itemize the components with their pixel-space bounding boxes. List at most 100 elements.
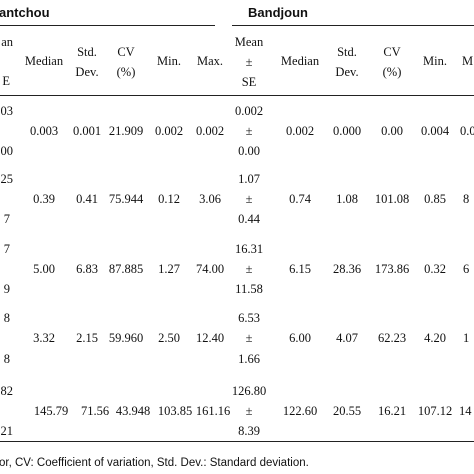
header-mean-top-right: Mean bbox=[234, 35, 264, 49]
cell-mean-top-right: 126.80 bbox=[231, 384, 267, 398]
cell-cv-right: 0.00 bbox=[381, 124, 403, 138]
header-mean-mid-right: ± bbox=[245, 55, 253, 69]
cell-mean-top-right: 16.31 bbox=[234, 242, 264, 256]
cell-std-left: 0.41 bbox=[76, 192, 98, 206]
cell-mean-bottom-right: 1.66 bbox=[238, 352, 260, 366]
group-rule-right bbox=[232, 25, 474, 26]
cell-median-right: 122.60 bbox=[282, 404, 318, 418]
cell-min-left: 1.27 bbox=[158, 262, 180, 276]
cell-mean-bottom-right: 11.58 bbox=[235, 282, 263, 296]
cell-mean-top-right: 6.53 bbox=[238, 311, 260, 325]
cell-median-left: 0.003 bbox=[29, 124, 59, 138]
cell-mean-mid-right: ± bbox=[245, 124, 253, 138]
cell-std-left: 0.001 bbox=[72, 124, 102, 138]
cell-mean-mid-right: ± bbox=[245, 192, 253, 206]
cell-std-right: 20.55 bbox=[332, 404, 362, 418]
cell-std-right: 28.36 bbox=[332, 262, 362, 276]
header-cv-top-left: CV bbox=[117, 45, 135, 59]
cell-median-left: 0.39 bbox=[33, 192, 55, 206]
cell-mean-mid-right: ± bbox=[245, 262, 253, 276]
header-std-bottom-left: Dev. bbox=[75, 65, 99, 79]
cell-mean-top-right: 0.002 bbox=[234, 104, 264, 118]
cell-min-right: 107.12 bbox=[417, 404, 453, 418]
cell-max-left: 74.00 bbox=[195, 262, 225, 276]
cell-mean-top-left: 25 bbox=[0, 172, 14, 186]
cell-median-right: 0.74 bbox=[289, 192, 311, 206]
cell-max-right: 8 bbox=[463, 192, 470, 206]
header-std-bottom-right: Dev. bbox=[335, 65, 359, 79]
cell-max-left: 12.40 bbox=[195, 331, 225, 345]
cell-min-left: 0.12 bbox=[158, 192, 180, 206]
cell-max-left: 0.002 bbox=[195, 124, 225, 138]
cell-mean-bottom-left: 8 bbox=[3, 352, 10, 366]
cell-median-left: 5.00 bbox=[33, 262, 55, 276]
cell-median-left: 3.32 bbox=[33, 331, 55, 345]
cell-min-left: 0.002 bbox=[154, 124, 184, 138]
header-mean-bottom-right: SE bbox=[241, 75, 257, 89]
cell-max-right: 0.0 bbox=[460, 124, 474, 138]
cell-mean-bottom-left: 7 bbox=[3, 212, 10, 226]
cell-cv-left: 43.948 bbox=[115, 404, 151, 418]
cell-min-right: 0.32 bbox=[424, 262, 446, 276]
cell-std-right: 4.07 bbox=[336, 331, 358, 345]
header-std-top-right: Std. bbox=[337, 45, 357, 59]
cell-mean-bottom-left: 21 bbox=[0, 424, 14, 438]
cell-cv-right: 173.86 bbox=[374, 262, 410, 276]
cell-max-left: 3.06 bbox=[199, 192, 221, 206]
cell-cv-left: 75.944 bbox=[108, 192, 144, 206]
cell-mean-bottom-right: 0.00 bbox=[238, 144, 260, 158]
header-std-top-left: Std. bbox=[77, 45, 97, 59]
cell-min-right: 0.85 bbox=[424, 192, 446, 206]
group-heading-left: antchou bbox=[0, 5, 50, 20]
cell-cv-right: 62.23 bbox=[377, 331, 407, 345]
cell-std-right: 1.08 bbox=[336, 192, 358, 206]
header-median-right: Median bbox=[280, 54, 320, 68]
cell-mean-mid-right: ± bbox=[245, 404, 253, 418]
cell-mean-bottom-left: 00 bbox=[0, 144, 14, 158]
cell-std-right: 0.000 bbox=[332, 124, 362, 138]
cell-max-right: 6 bbox=[463, 262, 470, 276]
cell-min-left: 103.85 bbox=[157, 404, 193, 418]
header-cv-top-right: CV bbox=[383, 45, 401, 59]
cell-std-left: 71.56 bbox=[80, 404, 110, 418]
cell-mean-mid-right: ± bbox=[245, 331, 253, 345]
cell-mean-top-right: 1.07 bbox=[238, 172, 260, 186]
header-mean-bottom-left: E bbox=[2, 74, 10, 88]
header-cv-bottom-right: (%) bbox=[382, 65, 402, 79]
cell-max-left: 161.16 bbox=[195, 404, 231, 418]
header-rule bbox=[0, 95, 474, 96]
cell-min-right: 0.004 bbox=[420, 124, 450, 138]
cell-mean-top-left: 82 bbox=[0, 384, 14, 398]
cell-cv-left: 59.960 bbox=[108, 331, 144, 345]
header-min-left: Min. bbox=[157, 54, 181, 68]
cell-mean-top-left: 8 bbox=[3, 311, 10, 325]
cell-median-right: 0.002 bbox=[285, 124, 315, 138]
cell-median-left: 145.79 bbox=[33, 404, 69, 418]
cell-cv-right: 16.21 bbox=[377, 404, 407, 418]
cell-min-left: 2.50 bbox=[158, 331, 180, 345]
cell-cv-left: 87.885 bbox=[108, 262, 144, 276]
header-cv-bottom-left: (%) bbox=[116, 65, 136, 79]
group-rule-left bbox=[0, 25, 215, 26]
cell-mean-bottom-right: 8.39 bbox=[238, 424, 260, 438]
cell-max-right: 1 bbox=[463, 331, 470, 345]
cell-min-right: 4.20 bbox=[424, 331, 446, 345]
group-heading-bandjoun: Bandjoun bbox=[248, 5, 308, 20]
header-max-right: M bbox=[462, 54, 474, 68]
header-max-left: Max. bbox=[196, 54, 224, 68]
header-mean-top-left: an bbox=[1, 35, 13, 49]
cell-cv-right: 101.08 bbox=[374, 192, 410, 206]
cell-mean-top-left: 7 bbox=[3, 242, 10, 256]
cell-cv-left: 21.909 bbox=[108, 124, 144, 138]
cell-mean-bottom-left: 9 bbox=[3, 282, 10, 296]
cell-mean-top-left: 03 bbox=[0, 104, 14, 118]
cell-median-right: 6.15 bbox=[289, 262, 311, 276]
cell-max-right: 14 bbox=[459, 404, 472, 418]
cell-std-left: 2.15 bbox=[76, 331, 98, 345]
table-footnote: or, CV: Coefficient of variation, Std. D… bbox=[0, 457, 309, 469]
cell-std-left: 6.83 bbox=[76, 262, 98, 276]
header-median-left: Median bbox=[24, 54, 64, 68]
bottom-rule bbox=[0, 441, 474, 442]
cell-mean-bottom-right: 0.44 bbox=[238, 212, 260, 226]
